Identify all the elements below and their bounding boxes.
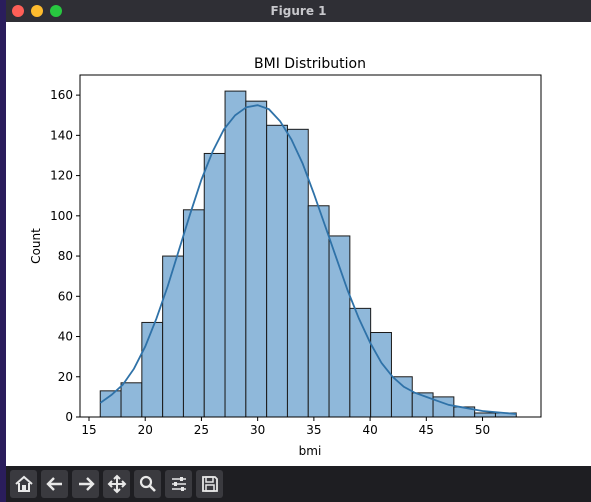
move-icon [107,474,126,494]
x-axis-label: bmi [299,444,322,458]
arrow-left-icon [45,477,62,491]
home-icon [14,475,33,492]
arrow-right-icon [78,477,95,491]
x-tick-label: 25 [194,423,209,437]
histogram-bar [162,255,184,418]
back-button[interactable] [41,470,68,498]
histogram-bar [141,321,164,418]
minimize-button[interactable] [31,5,43,17]
home-button[interactable] [10,470,37,498]
x-tick-label: 35 [306,423,321,437]
close-button[interactable] [12,5,24,17]
window-title: Figure 1 [270,4,327,18]
y-tick-label: 0 [65,410,73,424]
chart-title: BMI Distribution [254,56,366,72]
x-tick-label: 40 [362,423,377,437]
histogram-bar [474,412,496,418]
y-tick-label: 120 [50,169,73,183]
floppy-disk-icon [201,476,218,492]
x-tick-label: 45 [419,423,434,437]
histogram-bar [182,209,205,418]
pan-button[interactable] [103,470,130,498]
y-axis-label: Count [29,228,43,264]
y-tick-label: 100 [50,209,73,223]
save-button[interactable] [196,470,223,498]
zoom-button[interactable] [134,470,161,498]
histogram-bar [390,376,413,418]
histogram-bar [266,124,288,418]
forward-button[interactable] [72,470,99,498]
x-tick-label: 50 [475,423,490,437]
histogram-bar [370,332,392,418]
histogram-bar [349,307,372,418]
kde-curve [99,104,517,415]
y-tick-label: 80 [58,249,73,263]
y-tick-label: 160 [50,88,73,102]
y-tick-label: 40 [58,330,73,344]
plot-area: BMI Distribution 15 20 25 30 35 40 45 50 0 20 40 6… [6,22,591,466]
histogram-bar [307,205,330,418]
y-tick-label: 20 [58,370,73,384]
histogram-bar [245,100,268,418]
histogram-chart: BMI Distribution 15 20 25 30 35 40 45 50 0 20 40 6… [29,56,542,458]
histogram-bar [328,235,351,418]
x-tick-label: 20 [138,423,153,437]
magnifier-icon [139,475,156,492]
y-tick-label: 140 [50,128,73,142]
x-tick-label: 15 [81,423,96,437]
title-bar: Figure 1 [6,0,591,22]
navigation-toolbar [6,466,591,502]
histogram-bar [224,90,247,418]
axes-frame [79,74,542,418]
figure-window: Figure 1 BMI Distribution 15 20 25 30 35 40 45… [6,0,591,502]
y-tick-label: 60 [58,289,73,303]
configure-button[interactable] [165,470,192,498]
x-tick-label: 30 [250,423,265,437]
sliders-icon [171,477,186,491]
maximize-button[interactable] [50,5,62,17]
histogram-bar [120,382,143,418]
histogram-bar [203,152,226,418]
